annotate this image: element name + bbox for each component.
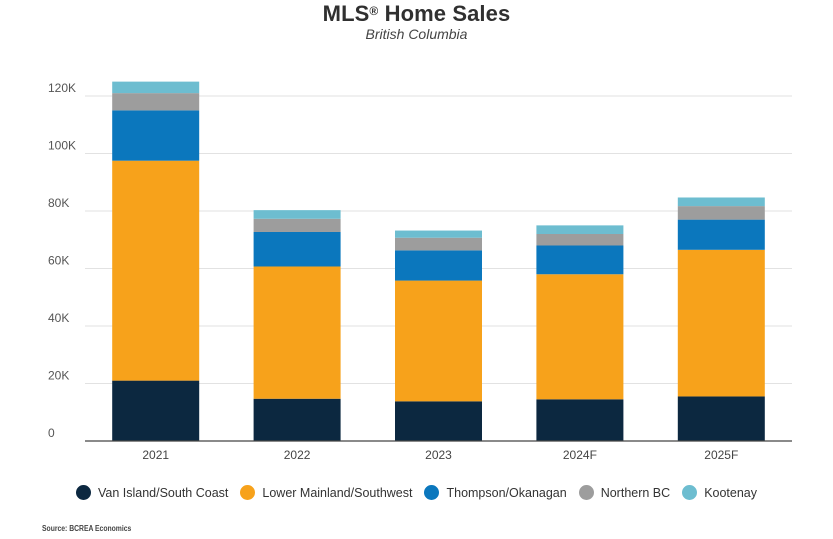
bar-segment: [395, 230, 482, 238]
bar-segment: [395, 401, 482, 441]
bar-segment: [253, 210, 341, 219]
y-tick-label: 40K: [48, 311, 69, 325]
bar-segment: [253, 398, 341, 441]
x-tick-label: 2022: [284, 448, 311, 462]
chart-legend: Van Island/South Coast Lower Mainland/Sou…: [0, 485, 833, 500]
registered-mark: ®: [369, 4, 379, 18]
y-tick-label: 80K: [48, 196, 69, 210]
bar-segment: [677, 219, 765, 250]
chart-title-rest: Home Sales: [378, 1, 511, 26]
bar-segment: [112, 160, 200, 381]
legend-item: Lower Mainland/Southwest: [240, 485, 412, 500]
bar-segment: [253, 218, 341, 232]
legend-swatch: [578, 485, 594, 500]
bar-segment: [677, 249, 765, 397]
bar-segment: [112, 81, 200, 94]
y-tick-label: 100K: [48, 139, 76, 153]
bar-segment: [677, 206, 765, 220]
bar-segment: [536, 245, 624, 275]
stacked-bar-chart: 0 20K 40K 60K 80K 100K 120K 2021 2022 2023 2024F 20…: [48, 81, 792, 462]
legend-item: Kootenay: [682, 485, 757, 500]
x-tick-label: 2023: [425, 448, 452, 462]
legend-swatch: [240, 485, 256, 500]
legend-item: Thompson/Okanagan: [424, 485, 567, 500]
y-tick-label: 0: [48, 426, 55, 440]
x-tick-label: 2024F: [563, 448, 597, 462]
bar-segment: [112, 380, 200, 441]
y-tick-label: 20K: [48, 369, 69, 383]
chart-title-main: MLS: [322, 1, 370, 26]
bar-segment: [395, 237, 482, 251]
legend-label: Kootenay: [704, 485, 758, 500]
bar-segment: [253, 266, 341, 399]
x-tick-label: 2021: [142, 448, 169, 462]
bar-segment: [395, 280, 482, 402]
legend-swatch: [424, 485, 440, 500]
legend-label: Lower Mainland/Southwest: [262, 485, 413, 500]
bar-segment: [536, 234, 624, 246]
bar-segment: [253, 231, 341, 267]
legend-item: Northern BC: [578, 485, 671, 500]
bar-segment: [536, 225, 624, 234]
bar-segment: [395, 250, 482, 281]
bar-segment: [536, 274, 624, 400]
source-note: Source: BCREA Economics: [42, 524, 132, 533]
chart-title: MLS® Home Sales: [0, 1, 833, 27]
legend-label: Thompson/Okanagan: [446, 485, 567, 500]
bar-segment: [677, 396, 765, 441]
bar-segment: [112, 110, 200, 161]
bar-segment: [677, 197, 765, 207]
x-tick-label: 2025F: [704, 448, 738, 462]
legend-swatch: [75, 485, 91, 500]
chart-subtitle: British Columbia: [365, 26, 468, 42]
legend-item: Van Island/South Coast: [75, 485, 229, 500]
y-tick-label: 60K: [48, 254, 69, 268]
legend-label: Van Island/South Coast: [97, 485, 229, 500]
y-tick-label: 120K: [48, 81, 76, 95]
bar-segment: [536, 399, 624, 441]
legend-swatch: [682, 485, 698, 500]
bar-segment: [112, 93, 200, 111]
legend-label: Northern BC: [600, 485, 671, 500]
